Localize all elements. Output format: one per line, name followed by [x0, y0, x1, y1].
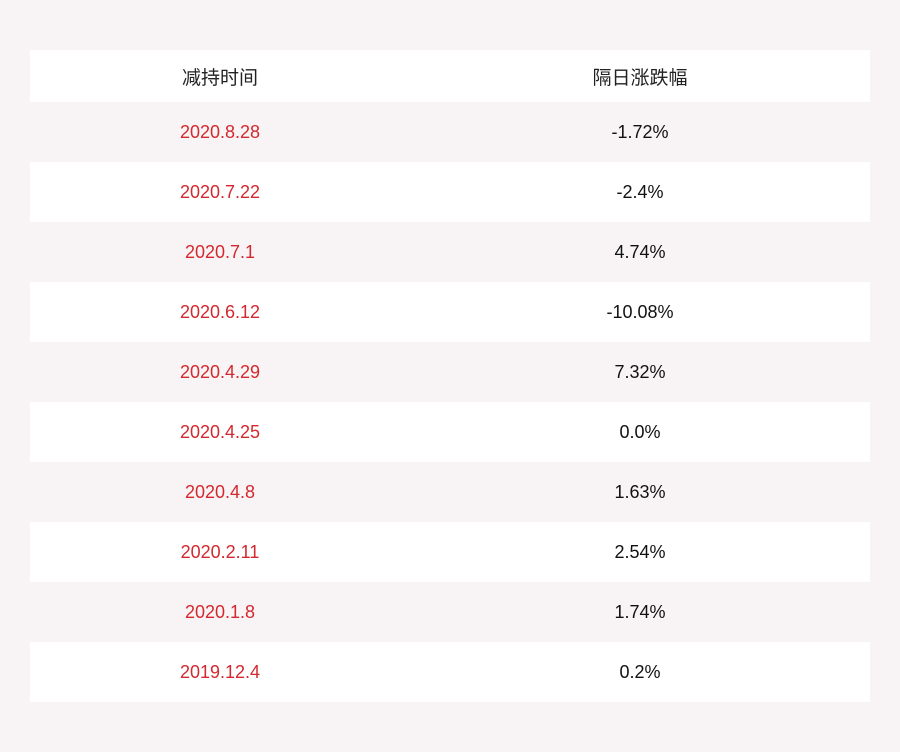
date-cell: 2020.1.8 — [184, 601, 256, 622]
change-cell: 1.74% — [614, 601, 666, 622]
date-cell: 2020.2.11 — [180, 541, 260, 562]
date-cell: 2019.12.4 — [179, 661, 261, 682]
date-cell: 2020.4.8 — [184, 481, 256, 502]
date-cell: 2020.6.12 — [179, 301, 261, 322]
header-cell: 隔日涨跌幅 — [592, 67, 688, 89]
table: 减持时间 隔日涨跌幅 2020.8.28 -1.72% 2020.7.22 -2.4%… — [30, 50, 870, 702]
date-cell: 2020.7.1 — [184, 241, 256, 262]
date-cell: 2020.8.28 — [179, 121, 261, 142]
change-cell: 1.63% — [614, 481, 666, 502]
table-row: 2020.4.8 1.63% — [30, 462, 870, 522]
change-cell: -10.08% — [606, 301, 674, 322]
table-row: 2020.6.12 -10.08% — [30, 282, 870, 342]
change-cell: 0.2% — [619, 661, 661, 682]
date-cell: 2020.7.22 — [179, 181, 261, 202]
date-cell: 2020.4.29 — [179, 361, 261, 382]
change-cell: 2.54% — [614, 541, 666, 562]
table-row: 2020.7.22 -2.4% — [30, 162, 870, 222]
date-cell: 2020.4.25 — [179, 421, 261, 442]
table-row: 2020.1.8 1.74% — [30, 582, 870, 642]
change-cell: -2.4% — [616, 181, 664, 202]
change-cell: -1.72% — [611, 121, 669, 142]
table-row: 2020.8.28 -1.72% — [30, 102, 870, 162]
change-cell: 4.74% — [614, 241, 666, 262]
table-row: 2019.12.4 0.2% — [30, 642, 870, 702]
change-cell: 7.32% — [614, 361, 666, 382]
table-row: 2020.2.11 2.54% — [30, 522, 870, 582]
change-cell: 0.0% — [619, 421, 661, 442]
header-row: 减持时间 隔日涨跌幅 — [30, 50, 870, 102]
table-row: 2020.4.25 0.0% — [30, 402, 870, 462]
header-cell: 减持时间 — [181, 67, 258, 89]
table-row: 2020.7.1 4.74% — [30, 222, 870, 282]
table-row: 2020.4.29 7.32% — [30, 342, 870, 402]
